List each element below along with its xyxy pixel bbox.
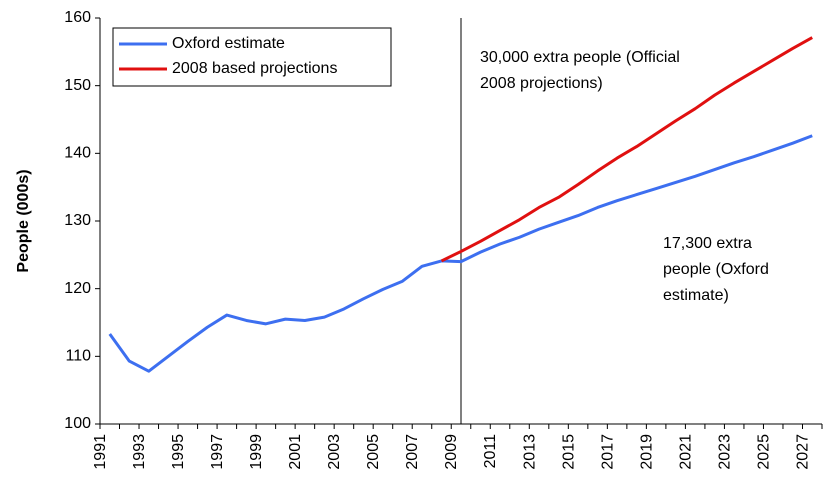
x-tick-label: 1991 xyxy=(92,434,109,470)
x-tick-label: 2023 xyxy=(716,434,733,470)
x-tick-label: 2007 xyxy=(404,434,421,470)
annotation: estimate) xyxy=(663,287,729,304)
x-tick-label: 2027 xyxy=(794,434,811,470)
series-line xyxy=(108,134,813,373)
annotation: 30,000 extra people (Official xyxy=(480,49,680,66)
x-tick-label: 1993 xyxy=(131,434,148,470)
x-tick-label: 2025 xyxy=(755,434,772,470)
x-tick-label: 2017 xyxy=(599,434,616,470)
x-tick-label: 1999 xyxy=(248,434,265,470)
annotation: 2008 projections) xyxy=(480,75,603,92)
y-tick-label: 140 xyxy=(64,145,91,162)
legend-box xyxy=(112,27,392,87)
x-tick-label: 1997 xyxy=(209,434,226,470)
x-tick-label: 2005 xyxy=(365,434,382,470)
y-tick-label: 110 xyxy=(65,348,91,365)
x-tick-label: 2015 xyxy=(560,434,577,470)
x-tick-label: 2003 xyxy=(326,434,343,470)
legend-label: 2008 based projections xyxy=(172,60,337,77)
x-tick-label: 1995 xyxy=(170,434,187,470)
y-axis-label: People (000s) xyxy=(15,169,32,272)
annotation: people (Oxford xyxy=(663,261,769,278)
y-tick-label: 150 xyxy=(64,77,91,94)
y-tick-label: 100 xyxy=(64,415,91,432)
y-tick-label: 120 xyxy=(64,280,91,297)
x-tick-label: 2013 xyxy=(521,434,538,470)
x-tick-label: 2009 xyxy=(443,434,460,470)
y-tick-label: 160 xyxy=(64,9,91,26)
x-tick-label: 2001 xyxy=(287,434,304,470)
x-tick-label: 2011 xyxy=(482,434,499,469)
x-tick-label: 2021 xyxy=(677,434,694,470)
legend-label: Oxford estimate xyxy=(172,35,285,52)
annotation: 17,300 extra xyxy=(663,235,752,252)
y-tick-label: 130 xyxy=(64,212,91,229)
series-line xyxy=(440,36,813,263)
x-tick-label: 2019 xyxy=(638,434,655,470)
